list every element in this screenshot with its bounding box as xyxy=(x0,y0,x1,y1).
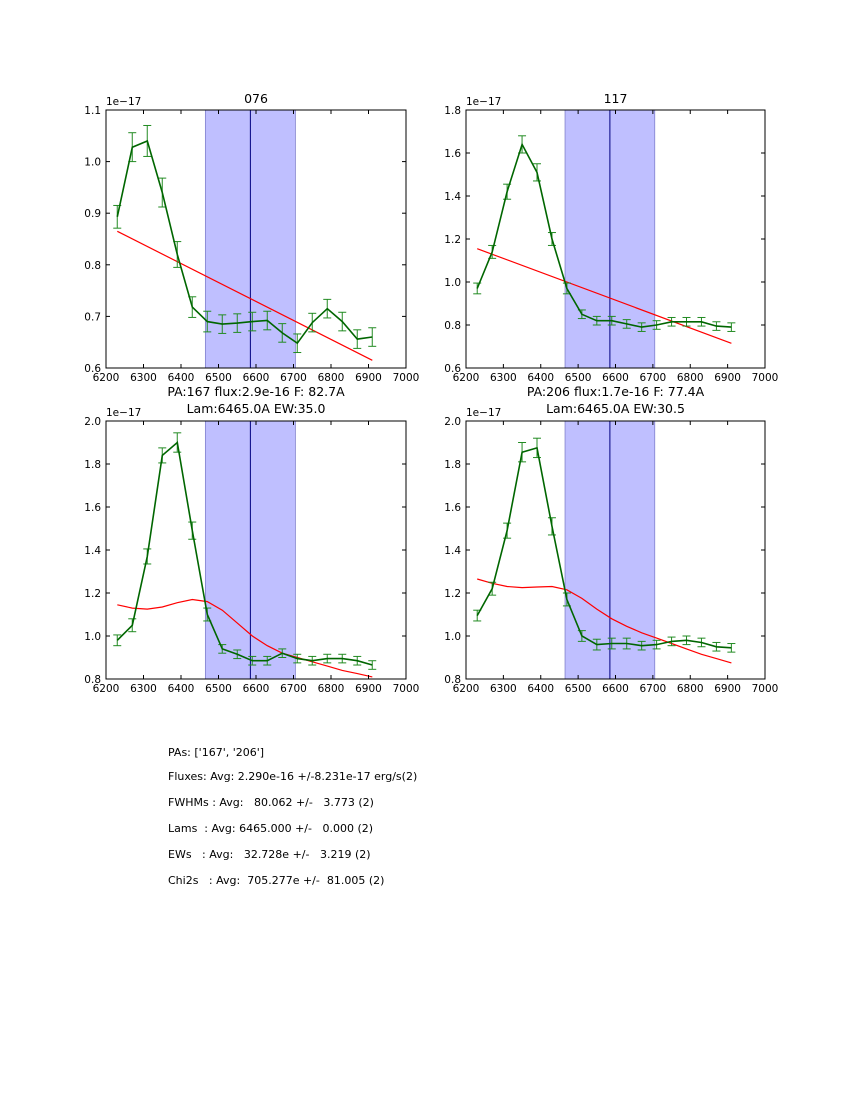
x-tick-label: 7000 xyxy=(752,683,779,695)
y-tick-label: 1.6 xyxy=(444,148,461,160)
x-tick-label: 6900 xyxy=(714,683,741,695)
chart-title: PA:167 flux:2.9e-16 F: 82.7A xyxy=(167,384,345,399)
y-tick-label: 1.8 xyxy=(444,105,461,117)
y-tick-label: 2.0 xyxy=(444,416,461,428)
y-tick-label: 1.4 xyxy=(444,545,461,557)
continuum-fit-line xyxy=(117,230,373,361)
y-tick-label: 0.8 xyxy=(444,674,461,686)
x-tick-label: 6200 xyxy=(93,683,120,695)
y-tick-label: 0.8 xyxy=(84,674,101,686)
x-tick-label: 6800 xyxy=(677,683,704,695)
y-tick-label: 1.2 xyxy=(444,234,461,246)
y-exponent-label: 1e−17 xyxy=(106,407,141,419)
x-tick-label: 6500 xyxy=(205,683,232,695)
error-bar xyxy=(113,204,122,229)
x-tick-label: 7000 xyxy=(393,683,420,695)
error-bar xyxy=(113,634,122,647)
x-tick-label: 6600 xyxy=(602,372,629,384)
continuum-fit-line xyxy=(476,248,732,344)
y-tick-label: 1.4 xyxy=(444,191,461,203)
x-tick-label: 7000 xyxy=(752,372,779,384)
x-tick-label: 6900 xyxy=(355,372,382,384)
chart-title: 076 xyxy=(244,91,268,106)
y-tick-label: 1.4 xyxy=(84,545,101,557)
stat-lams: Lams : Avg: 6465.000 +/- 0.000 (2) xyxy=(168,822,374,835)
x-tick-label: 6300 xyxy=(490,683,517,695)
x-tick-label: 6800 xyxy=(318,683,345,695)
x-tick-label: 6600 xyxy=(602,683,629,695)
spectrum-data-line xyxy=(116,440,373,666)
y-tick-label: 0.9 xyxy=(84,208,101,220)
stat-ews: EWs : Avg: 32.728e +/- 3.219 (2) xyxy=(168,848,371,861)
chart-panel-2: 6200 6300 6400 6500 6600 6700 6800 6900 7000 0.6 0… xyxy=(444,91,778,384)
x-tick-label: 6800 xyxy=(677,372,704,384)
x-tick-label: 6200 xyxy=(453,683,480,695)
y-tick-label: 1.0 xyxy=(84,157,101,169)
stat-fluxes: Fluxes: Avg: 2.290e-16 +/-8.231e-17 erg/… xyxy=(168,770,418,783)
x-tick-label: 6200 xyxy=(93,372,120,384)
y-tick-label: 1.0 xyxy=(84,631,101,643)
spectrum-data-line xyxy=(476,446,732,649)
stat-fwhms: FWHMs : Avg: 80.062 +/- 3.773 (2) xyxy=(168,796,374,809)
y-tick-label: 2.0 xyxy=(84,416,101,428)
continuum-fit-line xyxy=(117,598,373,678)
y-tick-label: 1.6 xyxy=(84,502,101,514)
x-tick-label: 6400 xyxy=(527,683,554,695)
spectrum-data-line xyxy=(116,139,373,345)
y-tick-label: 0.6 xyxy=(444,363,461,375)
y-exponent-label: 1e−17 xyxy=(466,96,501,108)
x-tick-label: 6300 xyxy=(130,683,157,695)
y-tick-label: 1.0 xyxy=(444,631,461,643)
y-tick-label: 1.2 xyxy=(444,588,461,600)
y-tick-label: 1.2 xyxy=(84,588,101,600)
x-tick-label: 6900 xyxy=(355,683,382,695)
chart-title: PA:206 flux:1.7e-16 F: 77.4A xyxy=(527,384,705,399)
y-tick-label: 1.8 xyxy=(84,459,101,471)
x-tick-label: 6900 xyxy=(714,372,741,384)
x-tick-label: 6700 xyxy=(640,683,667,695)
x-tick-label: 7000 xyxy=(393,372,420,384)
x-tick-label: 6500 xyxy=(205,372,232,384)
chart-panel-1: 6200 6300 6400 6500 6600 6700 6800 6900 7000 0.6 0… xyxy=(84,91,419,384)
y-tick-label: 1.8 xyxy=(444,459,461,471)
x-tick-label: 6700 xyxy=(640,372,667,384)
spectrum-data-line xyxy=(476,142,732,328)
x-tick-label: 6300 xyxy=(130,372,157,384)
x-tick-label: 6400 xyxy=(527,372,554,384)
continuum-fit-line xyxy=(477,578,732,664)
y-tick-label: 1.1 xyxy=(84,105,101,117)
x-tick-label: 6700 xyxy=(280,683,307,695)
y-tick-label: 0.8 xyxy=(84,260,101,272)
chart-panel-3: 6200 6300 6400 6500 6600 6700 6800 6900 7000 0.8 1… xyxy=(84,384,419,695)
x-tick-label: 6500 xyxy=(565,372,592,384)
x-tick-label: 6600 xyxy=(243,683,270,695)
y-tick-label: 1.6 xyxy=(444,502,461,514)
chart-subtitle: Lam:6465.0A EW:30.5 xyxy=(546,401,685,416)
y-tick-label: 0.8 xyxy=(444,320,461,332)
x-tick-label: 6600 xyxy=(243,372,270,384)
y-tick-label: 1.0 xyxy=(444,277,461,289)
chart-subtitle: Lam:6465.0A EW:35.0 xyxy=(187,401,326,416)
y-exponent-label: 1e−17 xyxy=(106,96,141,108)
x-tick-label: 6500 xyxy=(565,683,592,695)
y-tick-label: 0.6 xyxy=(84,363,101,375)
y-tick-label: 0.7 xyxy=(84,311,101,323)
x-tick-label: 6300 xyxy=(490,372,517,384)
y-exponent-label: 1e−17 xyxy=(466,407,501,419)
stat-chi2s: Chi2s : Avg: 705.277e +/- 81.005 (2) xyxy=(168,874,385,887)
x-tick-label: 6700 xyxy=(280,372,307,384)
x-tick-label: 6400 xyxy=(168,683,195,695)
chart-panel-4: 6200 6300 6400 6500 6600 6700 6800 6900 7000 0.8 1… xyxy=(444,384,778,695)
chart-title: 117 xyxy=(604,91,628,106)
x-tick-label: 6800 xyxy=(318,372,345,384)
stat-pas: PAs: ['167', '206'] xyxy=(168,746,265,759)
x-tick-label: 6400 xyxy=(168,372,195,384)
x-tick-label: 6200 xyxy=(453,372,480,384)
